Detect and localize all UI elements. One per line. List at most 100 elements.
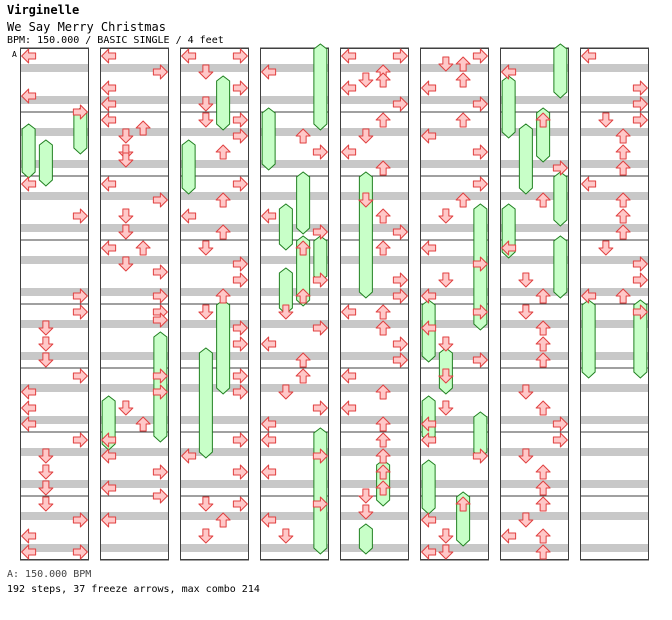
chart-stats: 192 steps, 37 freeze arrows, max combo 2… [7, 584, 260, 595]
arrow-up-icon [535, 544, 551, 560]
arrow-right-icon [232, 112, 248, 128]
arrow-right-icon [72, 104, 88, 120]
freeze-arrow-icon [501, 75, 516, 139]
beat-stripe [420, 544, 489, 552]
beat-stripe [20, 480, 89, 488]
beat-stripe [420, 112, 489, 120]
chart-column [500, 43, 569, 561]
beat-stripe [260, 432, 329, 440]
beat-stripe [100, 400, 169, 408]
arrow-up-icon [375, 72, 391, 88]
arrow-down-icon [358, 128, 374, 144]
beat-stripe [20, 352, 89, 360]
beat-stripe [260, 256, 329, 264]
beat-stripe [180, 336, 249, 344]
arrow-right-icon [472, 448, 488, 464]
arrow-down-icon [38, 480, 54, 496]
beat-stripe [580, 304, 649, 312]
arrow-up-icon [535, 528, 551, 544]
freeze-arrow-icon [181, 139, 196, 195]
beat-stripe [340, 240, 409, 248]
arrow-left-icon [261, 464, 277, 480]
beat-stripe [500, 528, 569, 536]
arrow-down-icon [598, 240, 614, 256]
beat-stripe [420, 416, 489, 424]
arrow-up-icon [535, 336, 551, 352]
beat-stripe [20, 448, 89, 456]
freeze-arrow-icon [553, 235, 568, 299]
arrow-right-icon [232, 432, 248, 448]
beat-stripe [420, 464, 489, 472]
arrow-down-icon [278, 384, 294, 400]
beat-stripe [580, 544, 649, 552]
beat-stripe [180, 368, 249, 376]
beat-stripe [20, 512, 89, 520]
beat-stripe [340, 448, 409, 456]
arrow-down-icon [118, 256, 134, 272]
beat-stripe [20, 320, 89, 328]
arrow-right-icon [232, 128, 248, 144]
arrow-down-icon [38, 496, 54, 512]
beat-stripe [180, 48, 249, 56]
beat-stripe [340, 80, 409, 88]
beat-stripe [500, 480, 569, 488]
arrow-down-icon [198, 496, 214, 512]
beat-stripe [260, 512, 329, 520]
beat-stripe [100, 272, 169, 280]
beat-stripe [580, 352, 649, 360]
beat-stripe [580, 336, 649, 344]
beat-stripe [100, 464, 169, 472]
arrow-left-icon [421, 544, 437, 560]
arrow-up-icon [375, 304, 391, 320]
arrow-up-icon [455, 112, 471, 128]
arrow-right-icon [392, 352, 408, 368]
beat-stripe [20, 144, 89, 152]
arrow-left-icon [101, 176, 117, 192]
freeze-arrow-icon [296, 171, 311, 235]
bpm-legend: A: 150.000 BPM [7, 569, 92, 580]
beat-stripe [100, 512, 169, 520]
beat-stripe [340, 480, 409, 488]
beat-stripe [500, 320, 569, 328]
freeze-arrow-icon [38, 139, 53, 187]
arrow-right-icon [152, 64, 168, 80]
beat-stripe [20, 256, 89, 264]
beat-stripe [180, 144, 249, 152]
beat-stripe [20, 416, 89, 424]
beat-stripe [180, 304, 249, 312]
column-border [500, 48, 569, 560]
beat-stripe [180, 128, 249, 136]
arrow-left-icon [21, 88, 37, 104]
arrow-right-icon [392, 96, 408, 112]
arrow-down-icon [518, 384, 534, 400]
arrow-right-icon [72, 368, 88, 384]
beat-stripe [500, 496, 569, 504]
beat-stripe [580, 416, 649, 424]
beat-stripe [500, 464, 569, 472]
arrow-right-icon [152, 264, 168, 280]
beat-stripe [100, 112, 169, 120]
beat-stripe [500, 96, 569, 104]
arrow-right-icon [232, 336, 248, 352]
arrow-down-icon [118, 400, 134, 416]
beat-stripe [180, 192, 249, 200]
arrow-left-icon [181, 448, 197, 464]
arrow-left-icon [341, 80, 357, 96]
freeze-arrow-icon [581, 299, 596, 379]
beat-stripe [340, 368, 409, 376]
beat-stripe [260, 384, 329, 392]
arrow-right-icon [472, 48, 488, 64]
beat-stripe [340, 416, 409, 424]
beat-stripe [580, 192, 649, 200]
beat-stripe [100, 304, 169, 312]
arrow-left-icon [581, 176, 597, 192]
arrow-right-icon [392, 48, 408, 64]
beat-stripe [580, 48, 649, 56]
arrow-up-icon [375, 416, 391, 432]
beat-stripe [580, 144, 649, 152]
arrow-up-icon [375, 448, 391, 464]
beat-stripe [340, 128, 409, 136]
beat-stripe [20, 304, 89, 312]
arrow-down-icon [198, 240, 214, 256]
arrow-left-icon [501, 64, 517, 80]
